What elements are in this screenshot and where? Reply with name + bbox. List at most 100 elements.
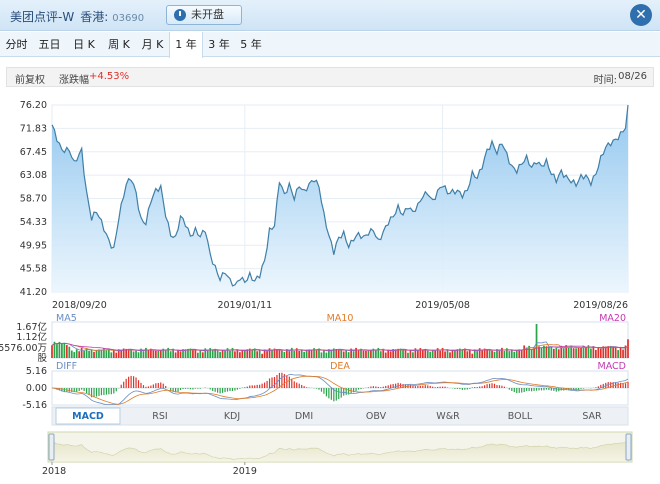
indicator-tab-bar: [51, 406, 629, 426]
price-x-tick: 2019/01/11: [217, 300, 272, 311]
volume-bar: [266, 351, 268, 358]
market-status-button[interactable]: 未开盘: [166, 5, 242, 25]
tab-five-year[interactable]: 5 年: [240, 38, 262, 51]
volume-bar: [444, 351, 446, 358]
tab-three-year[interactable]: 3 年: [208, 38, 230, 51]
volume-bar: [164, 350, 167, 358]
volume-bar: [125, 348, 128, 358]
volume-bar: [575, 348, 577, 358]
indicator-tab-boll[interactable]: BOLL: [508, 411, 533, 422]
ma20-label: MA20: [599, 313, 626, 324]
volume-bar: [196, 352, 199, 358]
tab-one-year[interactable]: 1 年: [169, 32, 203, 58]
indicator-tab-sar[interactable]: SAR: [582, 411, 602, 422]
volume-bar: [226, 348, 229, 358]
volume-bar: [540, 347, 543, 358]
volume-bar: [488, 350, 491, 358]
indicator-tab-dmi[interactable]: DMI: [295, 411, 313, 422]
volume-bar: [221, 349, 224, 358]
volume-bar: [562, 348, 565, 358]
navigator-tick: 2019: [233, 466, 257, 477]
volume-bar: [192, 350, 194, 358]
price-y-tick: 45.58: [20, 264, 47, 275]
volume-bar: [404, 349, 407, 358]
volume-bar: [51, 345, 53, 358]
price-y-tick: 67.45: [20, 147, 47, 158]
volume-bar: [281, 350, 283, 358]
volume-bar: [293, 350, 296, 358]
volume-bar: [350, 348, 352, 358]
close-icon[interactable]: ✕: [630, 4, 652, 26]
indicator-tab-wr[interactable]: W&R: [436, 411, 460, 422]
volume-bar: [288, 351, 291, 358]
indicator-tab-macd[interactable]: MACD: [72, 411, 104, 422]
volume-bar: [320, 352, 323, 358]
navigator-handle[interactable]: [48, 433, 55, 461]
volume-bar: [103, 348, 105, 358]
volume-bar: [374, 350, 377, 358]
volume-bar: [219, 351, 221, 358]
tab-weekly-k[interactable]: 周 K: [108, 38, 130, 51]
volume-bar: [251, 349, 254, 358]
volume-bar: [614, 346, 617, 358]
tab-daily-k[interactable]: 日 K: [73, 38, 95, 51]
stock-market: 香港:: [80, 10, 109, 24]
volume-bar: [459, 348, 461, 358]
volume-bar: [515, 350, 518, 358]
volume-bar: [528, 345, 530, 358]
volume-bar: [88, 350, 90, 358]
volume-bar: [360, 348, 362, 358]
tab-intraday[interactable]: 分时: [5, 38, 28, 51]
navigator-handle[interactable]: [625, 433, 632, 461]
volume-bar: [493, 351, 496, 358]
volume-bar: [85, 348, 88, 358]
volume-bar: [424, 349, 427, 358]
volume-bar: [95, 350, 98, 358]
price-y-tick: 54.33: [20, 217, 47, 228]
volume-bar: [58, 341, 61, 358]
volume-bar: [466, 351, 469, 358]
volume-bar: [182, 349, 184, 358]
volume-bar: [147, 350, 150, 358]
volume-bar: [389, 351, 392, 358]
volume-bar: [387, 350, 390, 358]
volume-bar: [421, 349, 424, 358]
volume-bar: [560, 345, 563, 358]
volume-bar: [305, 350, 308, 358]
volume-bar: [120, 350, 123, 358]
volume-bar: [370, 350, 372, 358]
volume-bar: [231, 347, 234, 358]
tab-five-day[interactable]: 五日: [38, 38, 61, 51]
volume-bar: [409, 349, 412, 358]
volume-bar: [246, 349, 249, 358]
volume-bar: [478, 348, 481, 358]
adjust-label[interactable]: 前复权: [15, 75, 45, 86]
volume-bar: [557, 349, 560, 358]
volume-bar: [75, 349, 78, 358]
volume-bar: [414, 348, 417, 358]
volume-bar: [545, 346, 548, 358]
clock-icon: [174, 9, 186, 21]
volume-bar: [468, 349, 471, 358]
volume-bar: [70, 350, 73, 358]
volume-bar: [241, 350, 244, 358]
volume-bar: [352, 351, 355, 358]
indicator-tab-rsi[interactable]: RSI: [152, 411, 167, 422]
tab-monthly-k[interactable]: 月 K: [141, 38, 164, 51]
volume-bar: [110, 352, 113, 358]
volume-bar: [454, 350, 456, 358]
volume-bar: [150, 348, 152, 358]
indicator-tab-kdj[interactable]: KDJ: [224, 411, 240, 422]
volume-bar: [135, 350, 137, 358]
volume-bar: [604, 346, 607, 358]
indicator-tab-obv[interactable]: OBV: [366, 411, 387, 422]
volume-bar: [201, 352, 204, 358]
volume-bar: [127, 349, 130, 358]
volume-bar: [303, 351, 306, 358]
volume-bar: [365, 350, 367, 358]
volume-bar: [372, 348, 375, 358]
volume-bar: [434, 350, 437, 358]
volume-bar: [357, 350, 360, 358]
macd-signal-line: [51, 374, 629, 405]
